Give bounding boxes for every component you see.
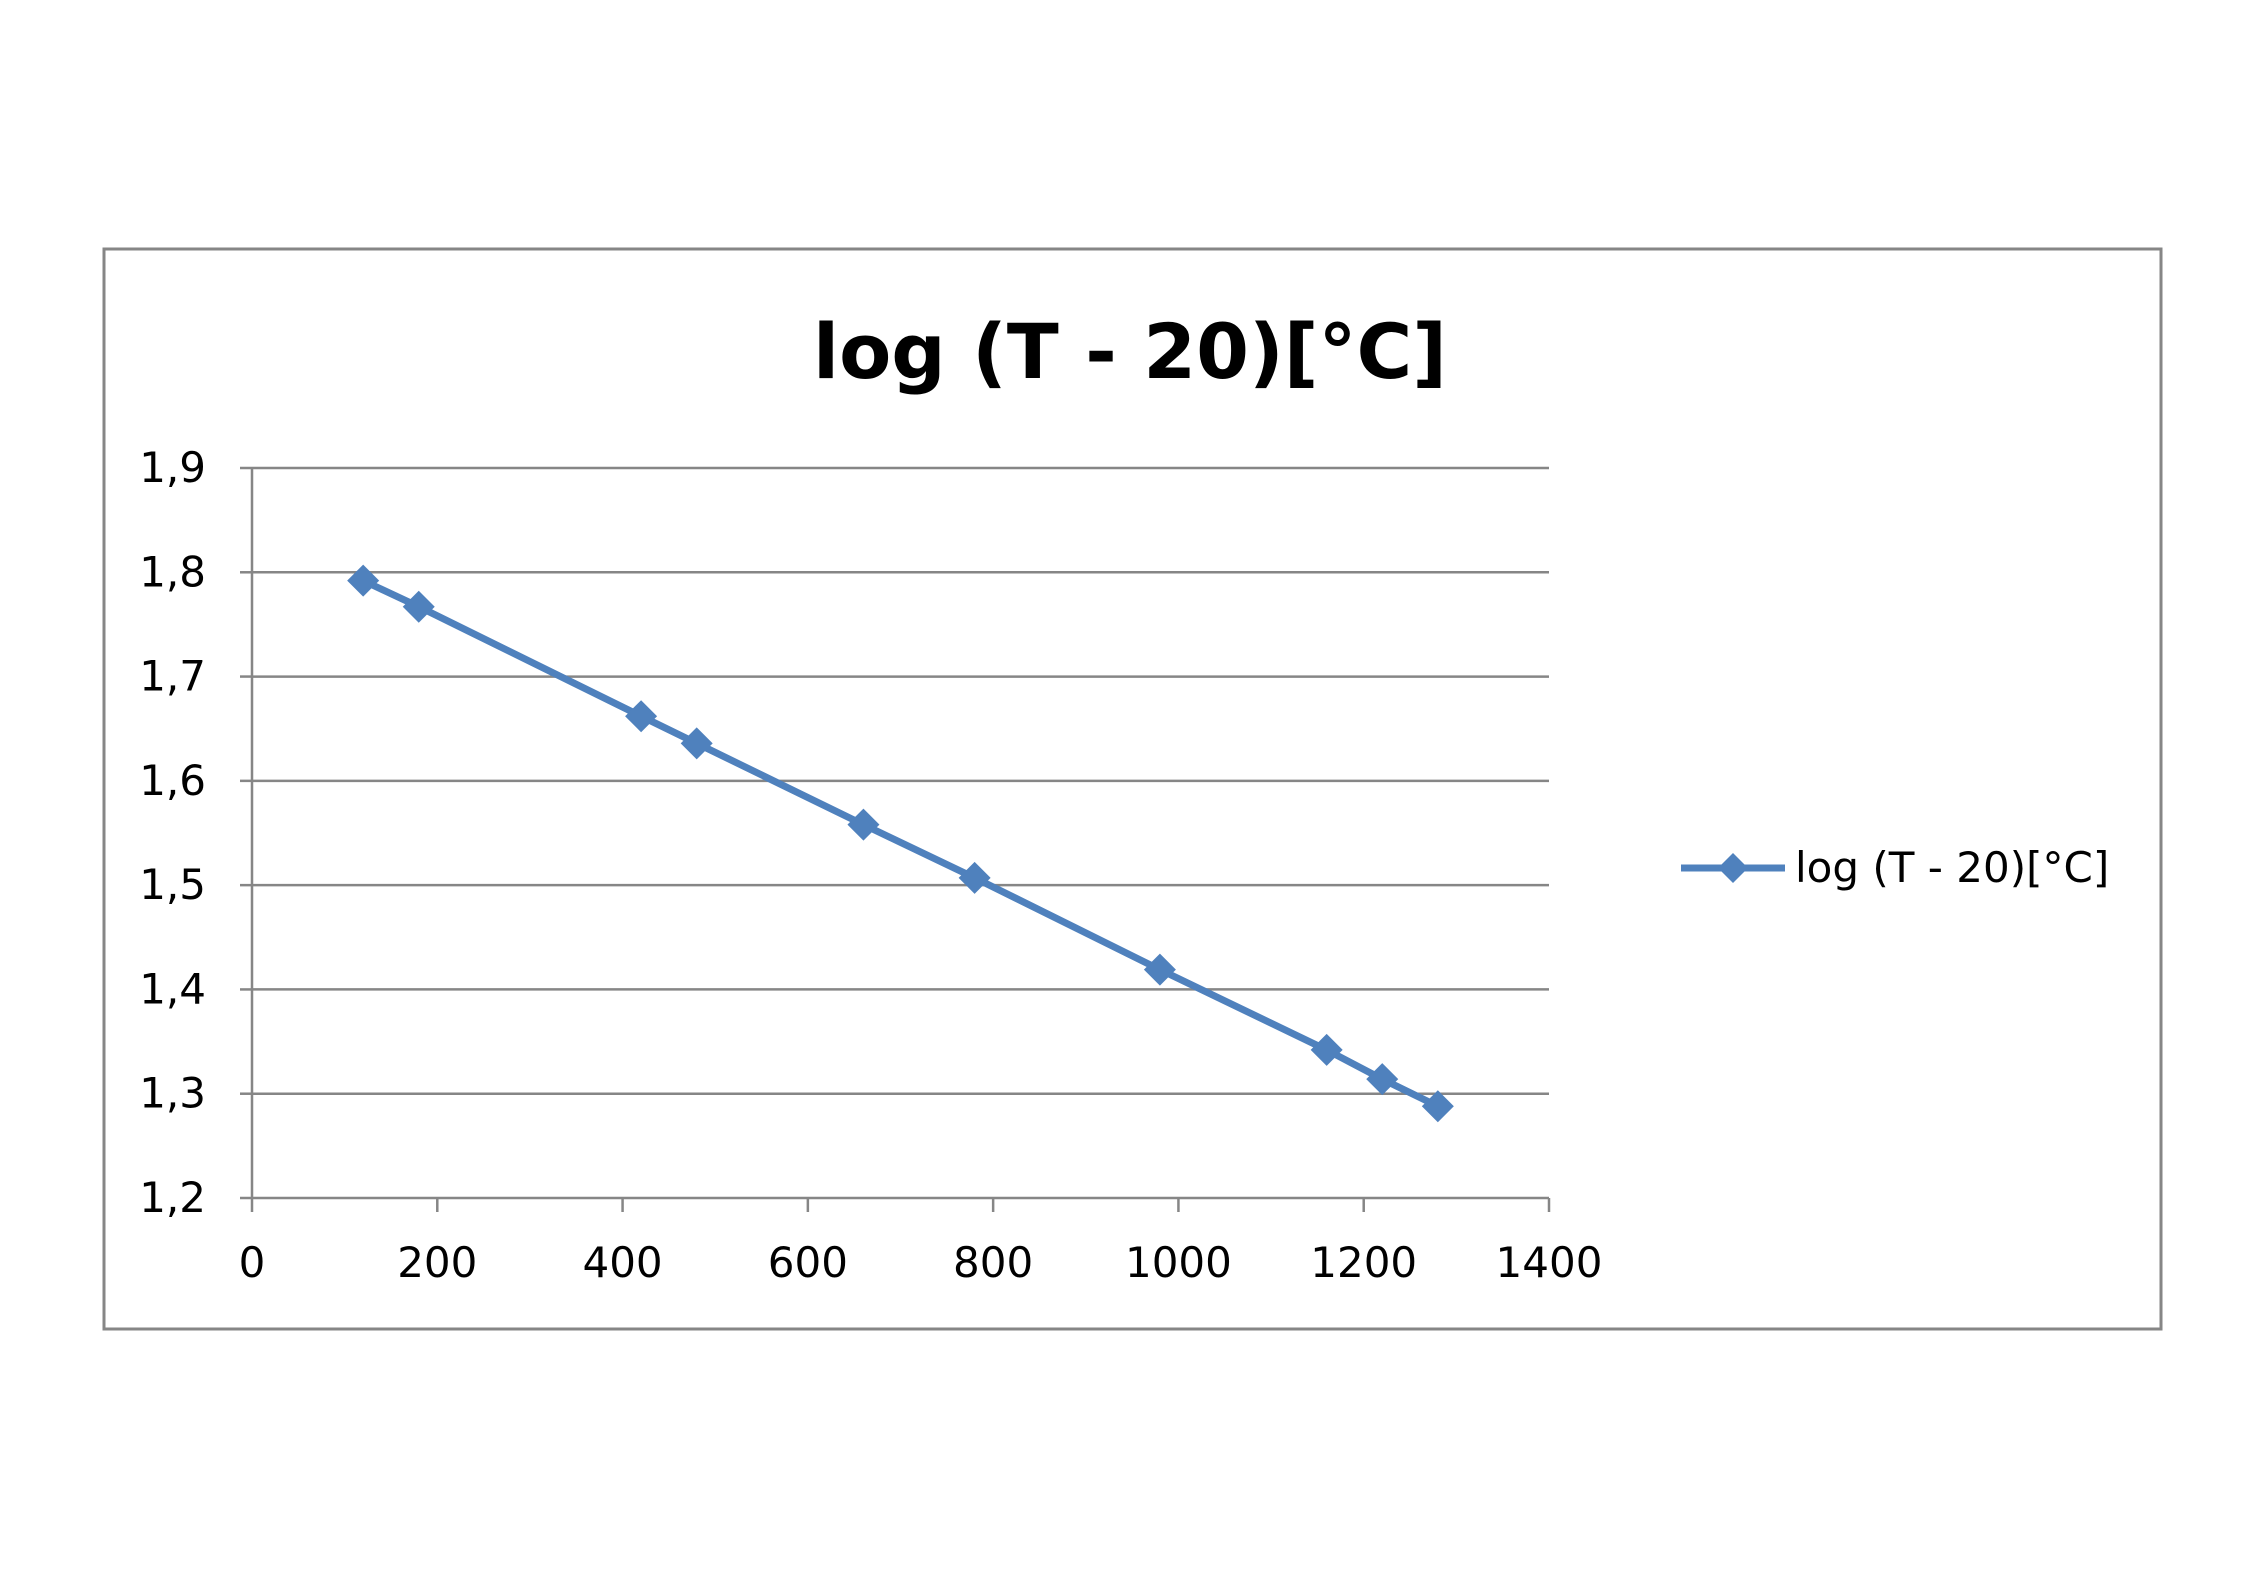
y-tick-label: 1,4 [139,964,206,1013]
x-tick-label: 0 [239,1238,266,1287]
y-tick-label: 1,9 [139,443,206,492]
legend: log (T - 20)[°C] [1681,843,2109,892]
axes [240,466,1551,1212]
data-point-marker [847,808,880,841]
y-axis-tick-labels: 1,2 1,3 1,4 1,5 1,6 1,7 1,8 1,9 [139,443,206,1222]
data-point-marker [1421,1090,1454,1123]
legend-marker [1718,853,1748,883]
x-tick-label: 1400 [1496,1238,1603,1287]
data-point-marker [402,590,435,623]
data-point-marker [1143,953,1176,986]
y-tick-label: 1,6 [139,756,206,805]
x-tick-label: 400 [582,1238,662,1287]
y-tick-label: 1,8 [139,547,206,596]
data-point-marker [347,564,380,597]
data-point-marker [1366,1063,1399,1096]
y-tick-label: 1,3 [139,1069,206,1118]
x-tick-label: 1200 [1310,1238,1417,1287]
series [347,564,1454,1123]
x-tick-label: 800 [953,1238,1033,1287]
data-point-marker [958,861,991,894]
x-axis-tick-labels: 0 200 400 600 800 1000 1200 1400 [239,1238,1603,1287]
y-tick-label: 1,5 [139,860,206,909]
x-tick-label: 1000 [1125,1238,1232,1287]
data-point-marker [680,727,713,760]
gridlines [252,466,1549,1095]
x-tick-label: 200 [397,1238,477,1287]
chart-title: log (T - 20)[°C] [813,307,1447,396]
data-point-marker [1310,1033,1343,1066]
y-tick-label: 1,2 [139,1173,206,1222]
x-tick-label: 600 [768,1238,848,1287]
data-point-marker [625,700,658,733]
chart-frame [102,247,2163,1331]
series-line [359,577,1442,1110]
legend-label: log (T - 20)[°C] [1795,843,2109,892]
y-tick-label: 1,7 [139,652,206,701]
